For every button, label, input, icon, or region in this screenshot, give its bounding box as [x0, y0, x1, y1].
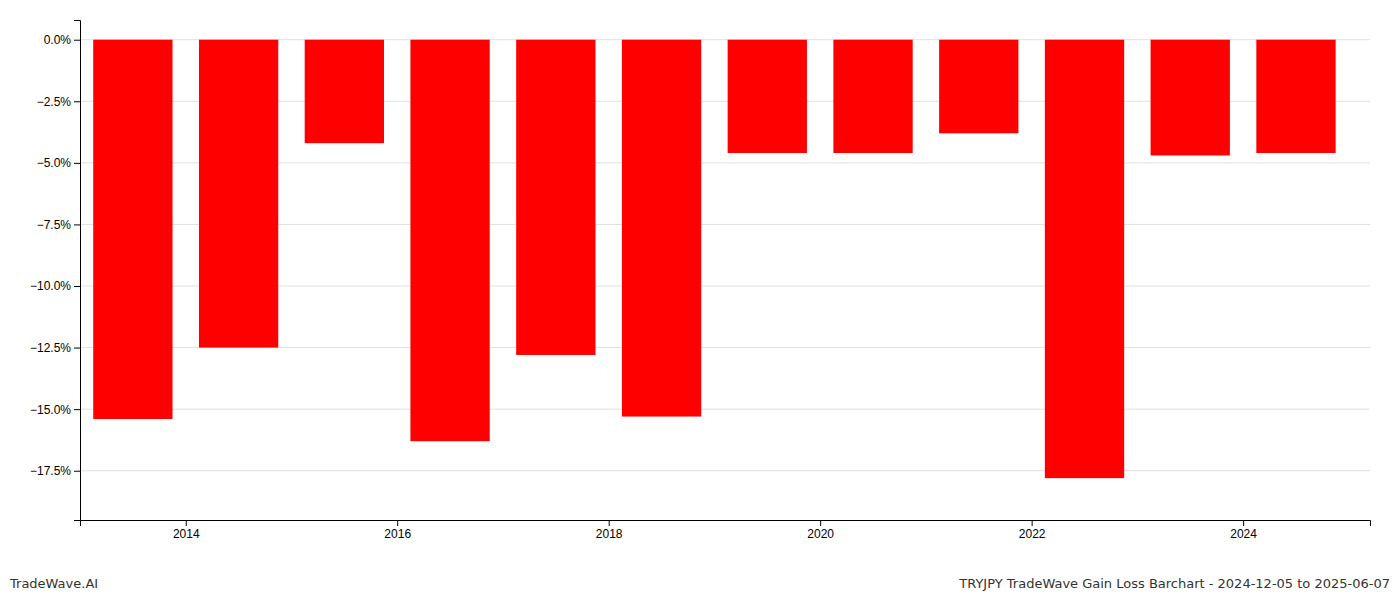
x-axis: 2014 2016 2018 2020 2022 2024 — [81, 520, 1371, 541]
bars — [93, 40, 1335, 478]
x-tick-label: 2022 — [1019, 527, 1046, 541]
x-tick: 2018 — [596, 520, 623, 541]
y-tick-label: −5.0% — [37, 156, 72, 170]
x-tick: 2016 — [384, 520, 411, 541]
y-tick-label: −17.5% — [30, 464, 71, 478]
bar — [1151, 40, 1230, 156]
y-tick-mark — [74, 471, 80, 472]
y-tick-label: −15.0% — [30, 403, 71, 417]
footer-left: TradeWave.AI — [9, 576, 98, 591]
bar — [1045, 40, 1124, 478]
y-tick: −5.0% — [37, 156, 80, 170]
plot: 0.0% −2.5% −5.0% −7.5% −10.0% −12.5% −15.0% −17… — [30, 21, 1371, 541]
y-tick-label: −2.5% — [37, 95, 72, 109]
x-tick-label: 2018 — [596, 527, 623, 541]
y-tick: 0.0% — [44, 33, 80, 47]
grid-line — [80, 409, 1370, 410]
y-tick: −15.0% — [30, 403, 80, 417]
x-tick: 2014 — [173, 520, 200, 541]
x-tick-mark — [186, 520, 187, 526]
bar — [410, 40, 489, 441]
y-tick-mark — [74, 348, 80, 349]
x-tick-mark — [1243, 520, 1244, 526]
y-tick-mark — [74, 40, 80, 41]
bar — [516, 40, 595, 355]
x-tick-label: 2020 — [807, 527, 834, 541]
x-axis-line — [81, 521, 1371, 527]
grid-line — [80, 470, 1370, 471]
y-tick-mark — [74, 286, 80, 287]
bar — [93, 40, 172, 419]
y-tick: −10.0% — [30, 279, 80, 293]
bar — [305, 40, 384, 143]
y-tick: −7.5% — [37, 218, 80, 232]
y-axis-line — [74, 21, 81, 521]
chart: 0.0% −2.5% −5.0% −7.5% −10.0% −12.5% −15.0% −17… — [0, 0, 1400, 600]
x-tick: 2024 — [1230, 520, 1257, 541]
y-tick-label: −7.5% — [37, 218, 72, 232]
bar — [728, 40, 807, 153]
y-tick-label: 0.0% — [44, 33, 72, 47]
x-tick-mark — [397, 520, 398, 526]
y-tick-mark — [74, 224, 80, 225]
bar — [939, 40, 1018, 134]
y-tick-label: −10.0% — [30, 279, 71, 293]
x-tick: 2022 — [1019, 520, 1046, 541]
y-tick: −2.5% — [37, 95, 80, 109]
bar — [1256, 40, 1335, 153]
x-tick-mark — [1032, 520, 1033, 526]
y-axis: 0.0% −2.5% −5.0% −7.5% −10.0% −12.5% −15.0% −17… — [30, 21, 81, 521]
bar — [622, 40, 701, 417]
y-tick-mark — [74, 163, 80, 164]
y-tick-label: −12.5% — [30, 341, 71, 355]
x-tick-label: 2014 — [173, 527, 200, 541]
footer-right: TRYJPY TradeWave Gain Loss Barchart - 20… — [958, 576, 1390, 591]
x-tick-mark — [609, 520, 610, 526]
bar — [199, 40, 278, 348]
x-tick-mark — [820, 520, 821, 526]
grid — [80, 40, 1370, 471]
x-tick-label: 2024 — [1230, 527, 1257, 541]
bar — [833, 40, 912, 153]
y-tick: −12.5% — [30, 341, 80, 355]
x-tick: 2020 — [807, 520, 834, 541]
y-tick-mark — [74, 101, 80, 102]
x-tick-label: 2016 — [384, 527, 411, 541]
y-tick: −17.5% — [30, 464, 80, 478]
y-tick-mark — [74, 409, 80, 410]
